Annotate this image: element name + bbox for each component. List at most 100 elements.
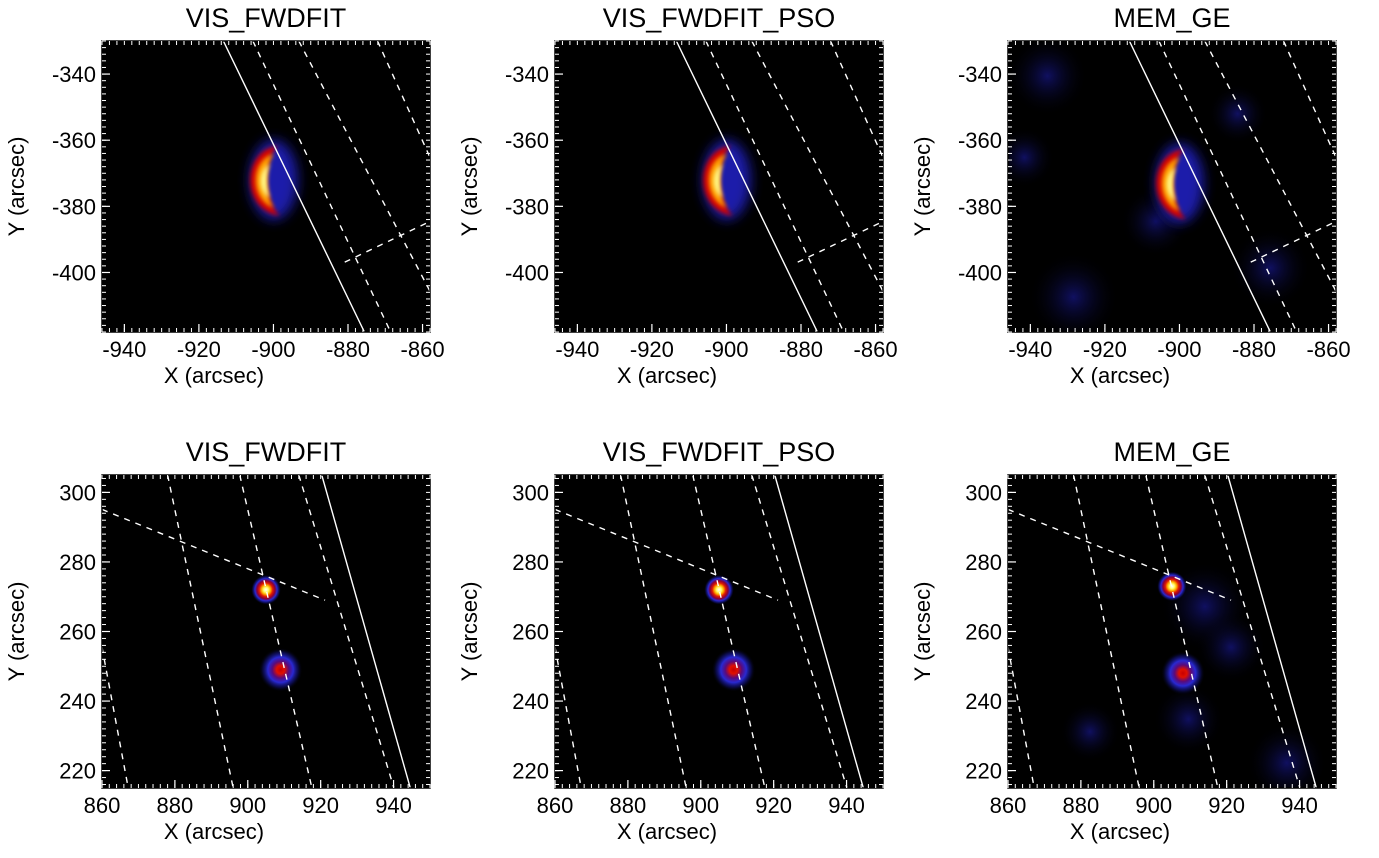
plot-background — [102, 475, 430, 788]
background-noise — [1028, 252, 1119, 332]
grid-line — [376, 41, 430, 158]
x-tick-label: -940 — [102, 337, 146, 362]
grid-line — [797, 220, 883, 263]
crescent-source — [249, 139, 298, 220]
image-content — [675, 41, 883, 332]
grid-line — [1158, 41, 1298, 332]
x-tick-label: -900 — [251, 337, 295, 362]
background-noise — [1060, 701, 1120, 762]
x-tick-label: -920 — [177, 337, 221, 362]
y-tick-label: 220 — [59, 759, 96, 784]
gaussian-source — [1157, 571, 1187, 602]
y-tick-label: -360 — [958, 128, 1002, 153]
x-tick-label: 940 — [375, 793, 412, 818]
x-tick-label: 880 — [1063, 793, 1100, 818]
x-tick-label: -880 — [1232, 337, 1276, 362]
x-tick-label: -940 — [1008, 337, 1052, 362]
background-noise — [1008, 41, 1088, 116]
y-axis-label: Y (arcsec) — [4, 137, 29, 237]
grid-line — [1008, 508, 1232, 601]
panels-group: -940 -920 -900 -880 -860 -340 -360 -380 -400 VIS_… — [4, 3, 1351, 844]
x-axis-label: X (arcsec) — [617, 363, 717, 388]
x-tick-label: -860 — [401, 337, 445, 362]
x-tick-label: 920 — [755, 793, 792, 818]
y-tick-label: -400 — [52, 260, 96, 285]
y-tick-label: -360 — [505, 128, 549, 153]
panel-5: 860 880 900 920 940 300 280 260 240 220 VIS_FWDFIT… — [457, 437, 884, 844]
x-tick-label: -920 — [630, 337, 674, 362]
y-tick-label: -340 — [958, 62, 1002, 87]
gaussian-source — [711, 647, 756, 692]
x-axis-label: X (arcsec) — [617, 819, 717, 844]
x-tick-label: -860 — [1307, 337, 1351, 362]
panel-3: -940 -920 -900 -880 -860 -340 -360 -380 -400 MEM_… — [910, 3, 1351, 388]
grid-line — [555, 508, 779, 601]
x-tick-label: -880 — [779, 337, 823, 362]
background-noise — [1008, 127, 1055, 188]
y-tick-label: 260 — [59, 620, 96, 645]
background-noise — [1246, 722, 1327, 788]
background-noise — [1196, 612, 1267, 683]
panel-title: VIS_FWDFIT — [186, 437, 347, 467]
limb-line — [321, 475, 411, 788]
y-tick-label: 240 — [965, 689, 1002, 714]
grid-line — [1250, 220, 1336, 263]
x-tick-label: 860 — [990, 793, 1027, 818]
image-content — [1008, 475, 1327, 788]
image-content — [222, 41, 430, 332]
y-axis-label: Y (arcsec) — [457, 137, 482, 237]
y-tick-label: 220 — [965, 759, 1002, 784]
x-tick-label: 900 — [682, 793, 719, 818]
y-tick-label: -400 — [505, 260, 549, 285]
background-noise — [1207, 83, 1268, 144]
y-tick-label: -400 — [958, 260, 1002, 285]
panel-4: 860 880 900 920 940 300 280 260 240 220 VIS_FWDFIT… — [4, 437, 431, 844]
grid-line — [705, 41, 845, 332]
panel-title: VIS_FWDFIT — [186, 3, 347, 33]
background-noise — [1230, 227, 1311, 308]
panel-title: MEM_GE — [1113, 437, 1230, 467]
x-tick-label: 860 — [537, 793, 574, 818]
x-axis-label: X (arcsec) — [1070, 819, 1170, 844]
y-axis-label: Y (arcsec) — [4, 582, 29, 682]
x-tick-label: -880 — [326, 337, 370, 362]
limb-line — [774, 475, 864, 788]
grid-line — [102, 508, 326, 601]
grid-line — [619, 475, 687, 788]
limb-line — [1227, 475, 1317, 788]
y-tick-label: 220 — [512, 759, 549, 784]
x-tick-label: -900 — [1157, 337, 1201, 362]
grid-line — [239, 475, 313, 788]
y-tick-label: -380 — [52, 194, 96, 219]
y-tick-label: 260 — [965, 620, 1002, 645]
image-content — [1008, 41, 1336, 332]
limb-line — [1128, 41, 1272, 332]
grid-line — [1282, 41, 1336, 158]
gaussian-source — [258, 647, 303, 692]
y-tick-label: 300 — [59, 480, 96, 505]
x-tick-label: 880 — [157, 793, 194, 818]
panel-1: -940 -920 -900 -880 -860 -340 -360 -380 -400 VIS_… — [4, 3, 445, 388]
y-tick-label: -340 — [505, 62, 549, 87]
x-tick-label: -920 — [1083, 337, 1127, 362]
crescent-source — [702, 139, 751, 220]
x-tick-label: 880 — [610, 793, 647, 818]
x-axis-label: X (arcsec) — [1070, 363, 1170, 388]
y-tick-label: 280 — [965, 550, 1002, 575]
limb-line — [675, 41, 819, 332]
y-tick-label: 280 — [59, 550, 96, 575]
y-axis-label: Y (arcsec) — [910, 582, 935, 682]
panel-title: VIS_FWDFIT_PSO — [603, 437, 836, 467]
y-tick-label: 300 — [512, 480, 549, 505]
grid-line — [1145, 475, 1219, 788]
grid-line — [692, 475, 766, 788]
panel-2: -940 -920 -900 -880 -860 -340 -360 -380 -400 VIS_… — [457, 3, 898, 388]
grid-line — [344, 220, 430, 263]
limb-line — [222, 41, 366, 332]
panel-6: 860 880 900 920 940 300 280 260 240 220 MEM_GE X (a… — [910, 437, 1337, 844]
grid-line — [829, 41, 883, 158]
y-tick-label: 260 — [512, 620, 549, 645]
gaussian-source — [1160, 651, 1205, 696]
panel-title: VIS_FWDFIT_PSO — [603, 3, 836, 33]
